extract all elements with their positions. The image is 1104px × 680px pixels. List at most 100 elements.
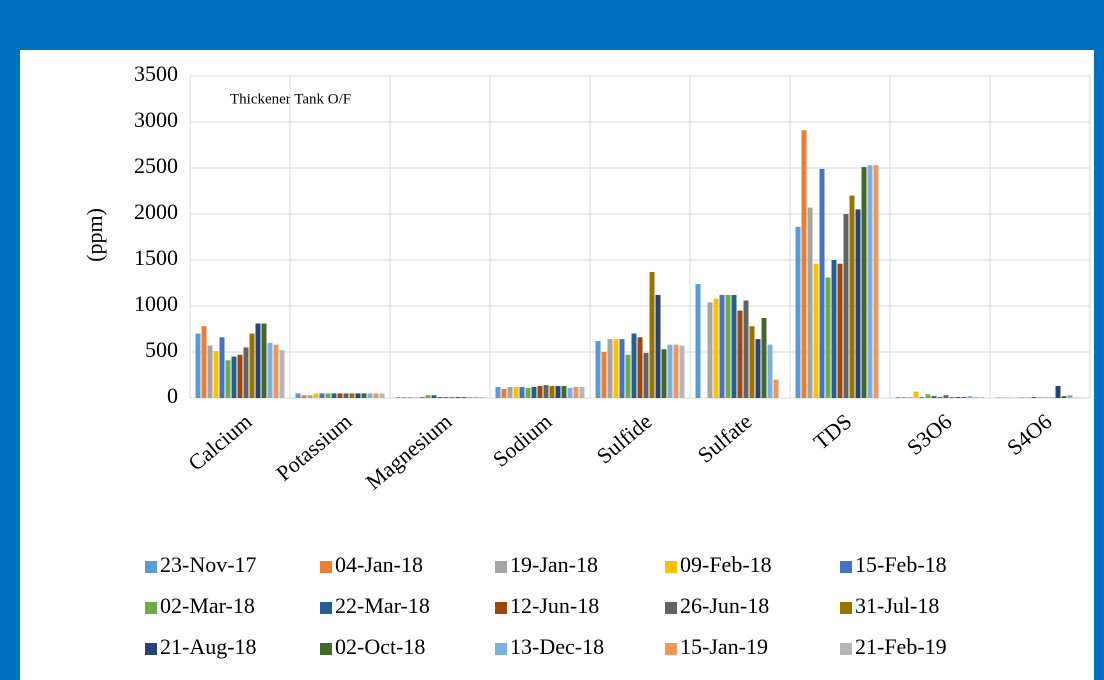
bar xyxy=(473,397,479,398)
bar xyxy=(961,397,967,398)
bar xyxy=(967,396,973,398)
bar xyxy=(325,393,331,398)
bar xyxy=(867,165,873,398)
bar xyxy=(661,349,667,398)
bar xyxy=(931,396,937,398)
bar xyxy=(795,226,801,398)
legend-swatch xyxy=(320,643,332,655)
bar xyxy=(695,283,701,398)
bar xyxy=(537,386,543,398)
bar xyxy=(1055,386,1061,398)
bar xyxy=(619,339,625,398)
bar xyxy=(543,385,549,398)
bar xyxy=(443,397,449,398)
bar xyxy=(743,300,749,398)
bar xyxy=(261,323,267,398)
legend-label: 22-Mar-18 xyxy=(335,593,430,618)
y-tick-label: 1500 xyxy=(134,245,178,270)
bar xyxy=(567,387,573,398)
bar xyxy=(201,326,207,398)
y-tick-label: 0 xyxy=(167,383,178,408)
bar xyxy=(495,386,501,398)
bar xyxy=(361,393,367,398)
legend-label: 23-Nov-17 xyxy=(160,552,257,577)
bar xyxy=(979,397,985,398)
bar xyxy=(649,271,655,398)
bar xyxy=(525,387,531,398)
legend-label: 21-Feb-19 xyxy=(855,634,947,659)
bar xyxy=(943,395,949,398)
bar xyxy=(719,294,725,398)
bar xyxy=(401,397,407,398)
legend-swatch xyxy=(145,643,157,655)
bar xyxy=(861,167,867,398)
bar xyxy=(455,397,461,398)
bar xyxy=(631,333,637,398)
bar xyxy=(237,354,243,398)
bar xyxy=(349,393,355,398)
y-axis-label: (ppm) xyxy=(82,208,107,262)
bar xyxy=(579,386,585,398)
legend-label: 12-Jun-18 xyxy=(510,593,599,618)
bar xyxy=(413,397,419,398)
bar xyxy=(873,165,879,398)
legend-swatch xyxy=(665,602,677,614)
bar xyxy=(301,395,307,398)
bar xyxy=(937,397,943,398)
bar xyxy=(407,397,413,398)
bar xyxy=(819,168,825,398)
bar xyxy=(955,397,961,398)
bar xyxy=(713,298,719,398)
y-tick-label: 1000 xyxy=(134,291,178,316)
bar xyxy=(755,339,761,398)
bar xyxy=(913,391,919,398)
bar xyxy=(379,393,385,398)
y-tick-label: 2500 xyxy=(134,153,178,178)
bar xyxy=(807,207,813,398)
legend-label: 02-Oct-18 xyxy=(335,634,425,659)
bar xyxy=(461,397,467,398)
bar xyxy=(1031,397,1037,398)
bar xyxy=(655,294,661,398)
bar xyxy=(673,344,679,398)
bar xyxy=(737,310,743,398)
bar xyxy=(331,393,337,398)
y-tick-label: 2000 xyxy=(134,199,178,224)
legend-swatch xyxy=(665,561,677,573)
legend-swatch xyxy=(320,561,332,573)
bar xyxy=(507,386,513,398)
bar xyxy=(367,393,373,398)
legend-label: 26-Jun-18 xyxy=(680,593,769,618)
bar xyxy=(813,263,819,398)
bar xyxy=(279,350,285,398)
bar xyxy=(801,130,807,398)
bar xyxy=(731,294,737,398)
bar xyxy=(295,393,301,398)
bar xyxy=(761,317,767,398)
bar xyxy=(207,345,213,398)
bar xyxy=(725,294,731,398)
legend-swatch xyxy=(145,561,157,573)
bar xyxy=(1061,396,1067,398)
legend-label: 13-Dec-18 xyxy=(510,634,604,659)
bar xyxy=(373,393,379,398)
bar xyxy=(613,339,619,398)
bar xyxy=(837,263,843,398)
y-tick-label: 3500 xyxy=(134,61,178,86)
bar xyxy=(343,393,349,398)
bar xyxy=(825,277,831,398)
legend-label: 31-Jul-18 xyxy=(855,593,939,618)
bar xyxy=(895,397,901,398)
bar xyxy=(607,339,613,398)
legend-swatch xyxy=(840,602,852,614)
bar xyxy=(267,342,273,398)
legend-swatch xyxy=(665,643,677,655)
legend-label: 19-Jan-18 xyxy=(510,552,598,577)
bar xyxy=(395,397,401,398)
bar xyxy=(255,323,261,398)
bar xyxy=(831,260,837,398)
bar xyxy=(501,388,507,398)
bar xyxy=(561,386,567,398)
